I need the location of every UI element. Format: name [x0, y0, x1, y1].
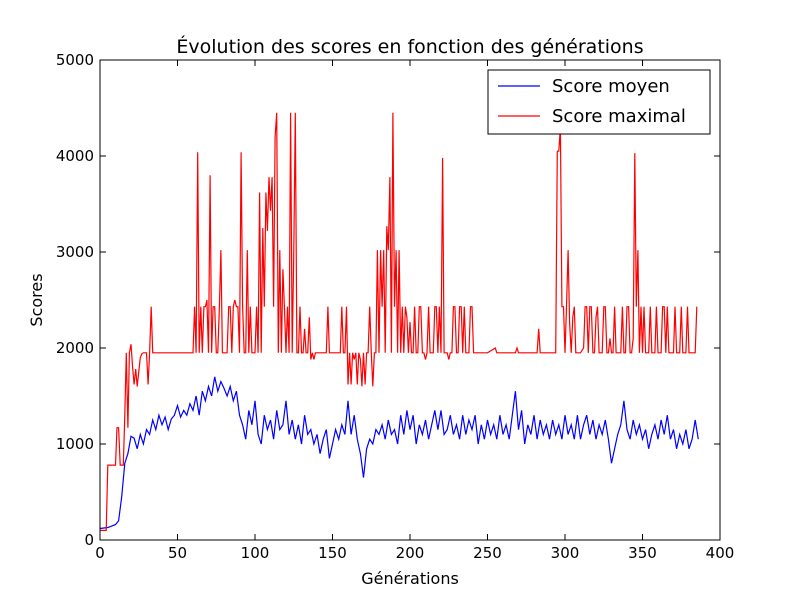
y-tick-label: 4000 [56, 147, 94, 165]
y-tick-label: 3000 [56, 243, 94, 261]
y-tick-label: 1000 [56, 435, 94, 453]
x-tick-label: 350 [628, 544, 657, 562]
legend: Score moyen Score maximal [487, 69, 711, 135]
x-tick-label: 200 [396, 544, 425, 562]
x-tick-label: 50 [168, 544, 187, 562]
x-tick-label: 250 [473, 544, 502, 562]
series-layer [99, 112, 699, 531]
y-tick-label: 5000 [56, 51, 94, 69]
legend-box [487, 69, 711, 135]
legend-label-score-moyen: Score moyen [552, 76, 670, 97]
chart-title: Évolution des scores en fonction des gén… [176, 35, 643, 58]
y-axis-label: Scores [27, 273, 46, 326]
x-tick-label: 300 [551, 544, 580, 562]
x-tick-label: 400 [706, 544, 735, 562]
ticks-layer: 0 50 100 150 200 250 300 350 4000100020003000400… [56, 51, 735, 562]
plot-area: 0 50 100 150 200 250 300 350 4000100020003000400… [56, 51, 735, 562]
series-line-score-maximal [100, 112, 698, 531]
y-tick-label: 2000 [56, 339, 94, 357]
legend-label-score-maximal: Score maximal [552, 106, 686, 127]
series-line-score-moyen [99, 376, 699, 530]
x-tick-label: 0 [95, 544, 105, 562]
x-tick-label: 150 [318, 544, 347, 562]
x-tick-label: 100 [241, 544, 270, 562]
y-tick-label: 0 [84, 531, 94, 549]
x-axis-label: Générations [361, 569, 459, 588]
plot-frame [99, 59, 721, 541]
